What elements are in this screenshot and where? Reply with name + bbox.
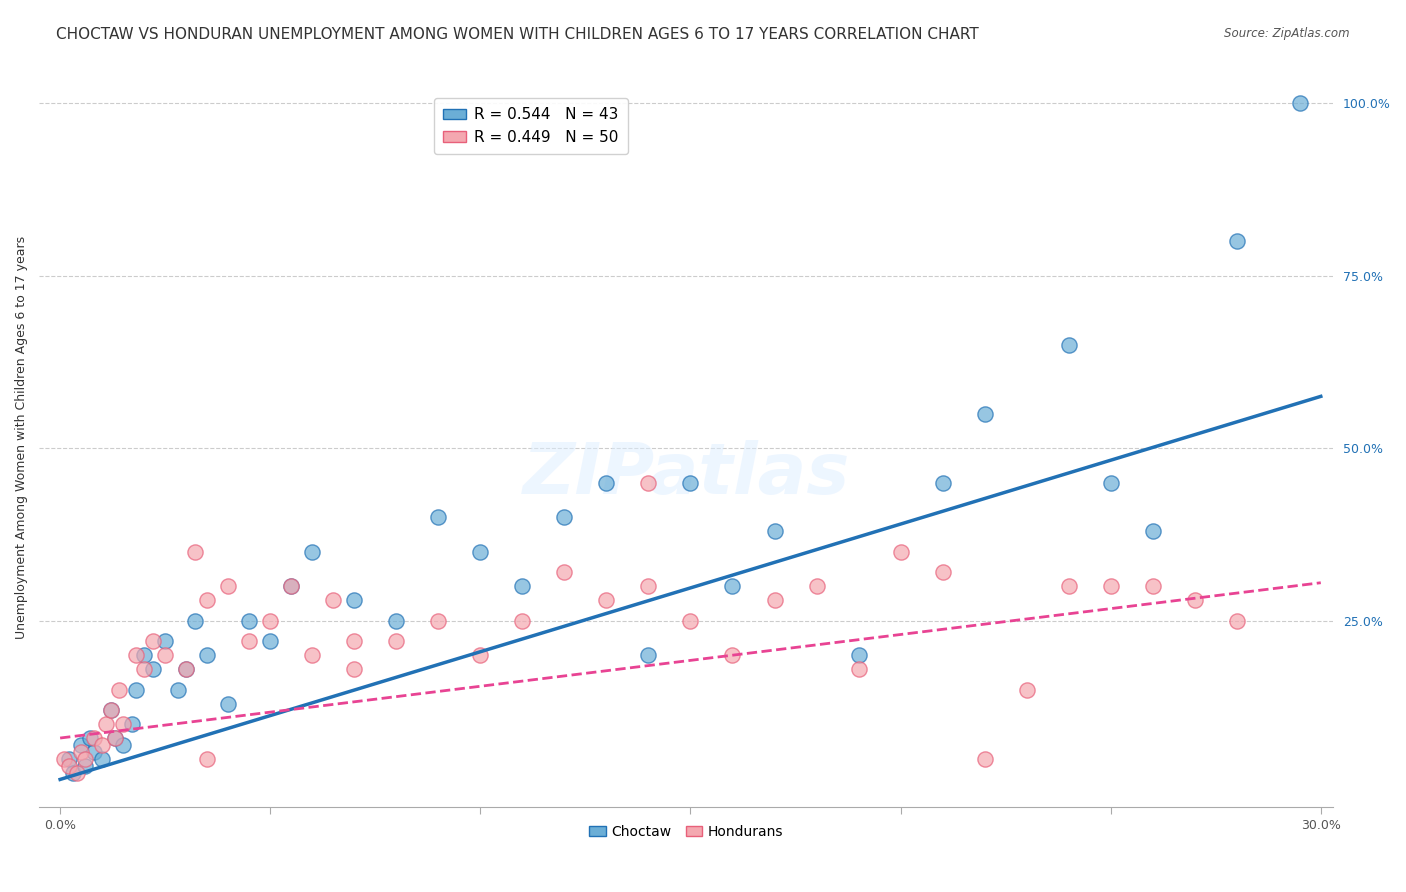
Hondurans — [75, 752, 97, 766]
Choctaw — [595, 475, 617, 490]
Hondurans — [153, 648, 176, 663]
Choctaw — [134, 648, 156, 663]
Choctaw — [153, 634, 176, 648]
Choctaw — [763, 524, 786, 538]
Choctaw — [721, 579, 744, 593]
Choctaw — [931, 475, 953, 490]
Hondurans — [637, 579, 659, 593]
Hondurans — [637, 475, 659, 490]
Hondurans — [96, 717, 118, 731]
Hondurans — [721, 648, 744, 663]
Hondurans — [806, 579, 828, 593]
Hondurans — [1057, 579, 1080, 593]
Hondurans — [217, 579, 239, 593]
Choctaw — [121, 717, 143, 731]
Hondurans — [1099, 579, 1122, 593]
Hondurans — [70, 745, 93, 759]
Choctaw — [1142, 524, 1164, 538]
Choctaw — [75, 758, 97, 772]
Choctaw — [553, 510, 575, 524]
Choctaw — [259, 634, 281, 648]
Choctaw — [343, 593, 366, 607]
Hondurans — [259, 614, 281, 628]
Hondurans — [1184, 593, 1206, 607]
Hondurans — [174, 662, 197, 676]
Choctaw — [112, 738, 135, 752]
Choctaw — [512, 579, 534, 593]
Hondurans — [125, 648, 148, 663]
Choctaw — [637, 648, 659, 663]
Hondurans — [343, 662, 366, 676]
Hondurans — [58, 758, 80, 772]
Hondurans — [280, 579, 302, 593]
Choctaw — [385, 614, 408, 628]
Hondurans — [108, 682, 131, 697]
Hondurans — [104, 731, 127, 745]
Hondurans — [512, 614, 534, 628]
Text: Source: ZipAtlas.com: Source: ZipAtlas.com — [1225, 27, 1350, 40]
Hondurans — [322, 593, 344, 607]
Hondurans — [195, 752, 218, 766]
Hondurans — [385, 634, 408, 648]
Choctaw — [100, 703, 122, 717]
Choctaw — [83, 745, 105, 759]
Hondurans — [763, 593, 786, 607]
Choctaw — [70, 738, 93, 752]
Hondurans — [83, 731, 105, 745]
Hondurans — [301, 648, 323, 663]
Choctaw — [1099, 475, 1122, 490]
Hondurans — [595, 593, 617, 607]
Hondurans — [931, 566, 953, 580]
Choctaw — [1057, 337, 1080, 351]
Choctaw — [1288, 96, 1310, 111]
Hondurans — [1226, 614, 1249, 628]
Hondurans — [343, 634, 366, 648]
Choctaw — [1226, 234, 1249, 248]
Hondurans — [100, 703, 122, 717]
Hondurans — [1142, 579, 1164, 593]
Hondurans — [238, 634, 260, 648]
Hondurans — [973, 752, 995, 766]
Hondurans — [470, 648, 492, 663]
Choctaw — [174, 662, 197, 676]
Hondurans — [1015, 682, 1038, 697]
Choctaw — [91, 752, 114, 766]
Text: CHOCTAW VS HONDURAN UNEMPLOYMENT AMONG WOMEN WITH CHILDREN AGES 6 TO 17 YEARS CO: CHOCTAW VS HONDURAN UNEMPLOYMENT AMONG W… — [56, 27, 979, 42]
Choctaw — [679, 475, 702, 490]
Choctaw — [142, 662, 165, 676]
Hondurans — [679, 614, 702, 628]
Hondurans — [91, 738, 114, 752]
Hondurans — [134, 662, 156, 676]
Choctaw — [973, 407, 995, 421]
Hondurans — [53, 752, 76, 766]
Choctaw — [62, 765, 84, 780]
Hondurans — [553, 566, 575, 580]
Choctaw — [166, 682, 188, 697]
Hondurans — [427, 614, 450, 628]
Choctaw — [427, 510, 450, 524]
Hondurans — [112, 717, 135, 731]
Hondurans — [890, 544, 912, 558]
Hondurans — [142, 634, 165, 648]
Choctaw — [848, 648, 870, 663]
Hondurans — [66, 765, 89, 780]
Hondurans — [183, 544, 205, 558]
Y-axis label: Unemployment Among Women with Children Ages 6 to 17 years: Unemployment Among Women with Children A… — [15, 236, 28, 640]
Choctaw — [280, 579, 302, 593]
Choctaw — [238, 614, 260, 628]
Text: ZIPatlas: ZIPatlas — [523, 441, 851, 509]
Choctaw — [470, 544, 492, 558]
Choctaw — [195, 648, 218, 663]
Choctaw — [58, 752, 80, 766]
Choctaw — [125, 682, 148, 697]
Legend: Choctaw, Hondurans: Choctaw, Hondurans — [583, 820, 789, 845]
Choctaw — [217, 697, 239, 711]
Hondurans — [848, 662, 870, 676]
Choctaw — [183, 614, 205, 628]
Choctaw — [79, 731, 101, 745]
Choctaw — [104, 731, 127, 745]
Choctaw — [301, 544, 323, 558]
Hondurans — [195, 593, 218, 607]
